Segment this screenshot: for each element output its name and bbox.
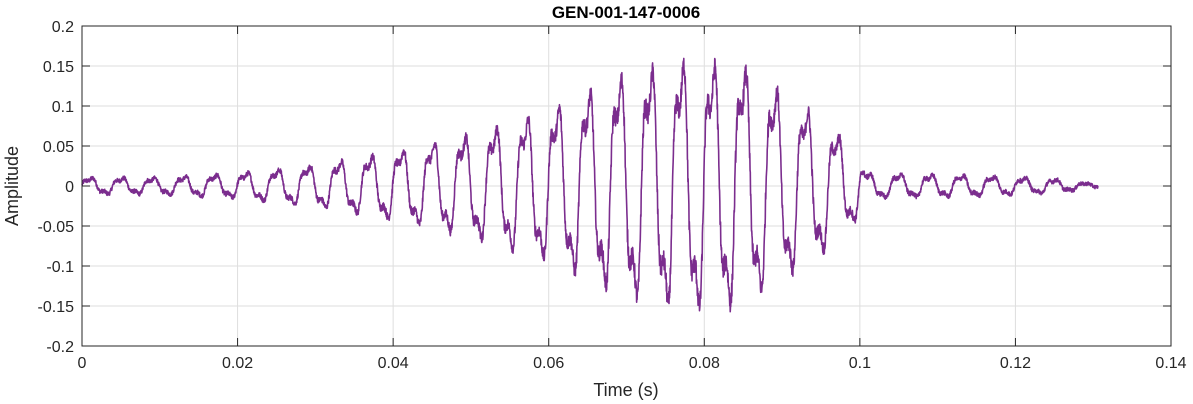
y-tick-label: -0.05 (38, 219, 75, 236)
chart-title: GEN-001-147-0006 (552, 3, 700, 22)
x-tick-label: 0.04 (378, 355, 409, 372)
x-tick-labels: 0 0.02 0.04 0.06 0.08 0.1 0.12 0.14 (78, 355, 1187, 372)
x-tick-label: 0.02 (222, 355, 253, 372)
signal-line (81, 57, 1099, 313)
y-tick-label: 0.05 (43, 139, 74, 156)
x-tick-label: 0.1 (849, 355, 871, 372)
y-tick-label: -0.15 (38, 299, 75, 316)
y-axis-label: Amplitude (2, 146, 22, 226)
x-axis-label: Time (s) (593, 380, 658, 400)
y-tick-label: -0.2 (46, 339, 74, 356)
y-tick-label: 0.2 (52, 19, 74, 36)
y-tick-label: -0.1 (46, 259, 74, 276)
x-tick-label: 0.08 (689, 355, 720, 372)
axis-ticks (81, 25, 1172, 347)
x-tick-label: 0.14 (1155, 355, 1186, 372)
y-tick-label: 0.1 (52, 99, 74, 116)
y-tick-label: 0.15 (43, 59, 74, 76)
x-tick-label: 0.06 (533, 355, 564, 372)
x-tick-label: 0 (78, 355, 87, 372)
y-tick-labels: -0.2 -0.15 -0.1 -0.05 0 0.05 0.1 0.15 0.2 (38, 19, 75, 356)
y-tick-label: 0 (65, 179, 74, 196)
x-tick-label: 0.12 (1000, 355, 1031, 372)
